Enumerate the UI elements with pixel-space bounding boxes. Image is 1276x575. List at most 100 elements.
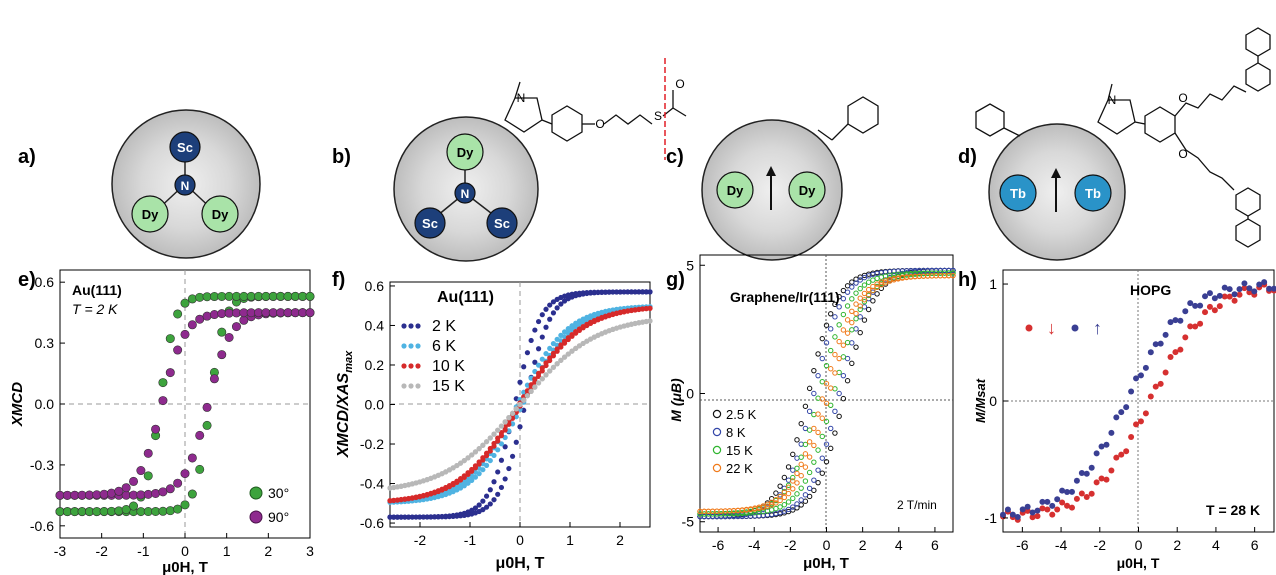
data-point: [121, 483, 131, 493]
data-point: [815, 479, 821, 486]
data-point: [621, 289, 627, 295]
data-point: [1192, 302, 1199, 309]
data-point: [1187, 300, 1194, 307]
data-point: [305, 291, 315, 301]
n-methyl-label: N: [1108, 93, 1117, 107]
data-point: [764, 501, 771, 508]
data-point: [1162, 331, 1169, 338]
data-point: [180, 298, 190, 308]
chart-f: -2 -1 0 1 2-0.6-0.4-0.20.00.20.40.6 Au(111) …: [335, 278, 653, 572]
data-point: [636, 289, 642, 295]
data-point: [398, 514, 404, 520]
y-tick-label: 0: [686, 386, 694, 402]
data-point: [865, 279, 872, 285]
legend: 2 K 6 K 10 K 15 K: [401, 318, 465, 395]
series-90: [55, 308, 315, 500]
data-point: [647, 289, 653, 295]
dy-atom-label: Dy: [727, 183, 744, 198]
data-point: [143, 489, 153, 499]
data-point: [1137, 418, 1144, 425]
data-point: [1068, 488, 1075, 495]
data-point: [950, 267, 956, 274]
data-point: [1088, 490, 1095, 497]
data-point: [828, 366, 834, 372]
data-point: [498, 423, 505, 429]
data-point: [828, 385, 834, 391]
legend-marker: [401, 383, 421, 389]
data-point: [532, 384, 538, 390]
data-point: [836, 293, 842, 300]
data-point: [202, 311, 212, 321]
x-tick-label: 1: [566, 532, 574, 548]
data-point: [647, 305, 653, 311]
y-tick-label: -1: [985, 510, 998, 526]
data-point: [1034, 513, 1041, 520]
data-point: [528, 382, 534, 388]
n-atom: [174, 174, 196, 196]
legend-label: 30°: [268, 485, 289, 501]
data-point: [815, 395, 821, 401]
data-point: [794, 480, 800, 486]
data-point: [565, 351, 571, 357]
data-point: [114, 486, 124, 496]
data-point: [543, 372, 549, 378]
data-point: [1236, 291, 1243, 298]
tb-atom: [1074, 174, 1112, 212]
data-point: [158, 378, 168, 388]
annotation-temperature: T = 2 K: [72, 301, 118, 317]
data-point: [1118, 451, 1125, 458]
data-point: [815, 447, 821, 453]
data-point: [1073, 477, 1080, 484]
data-point: [815, 467, 821, 473]
y-tick-label: 0.0: [35, 396, 55, 412]
sc-atom-label: Sc: [494, 216, 510, 231]
data-point: [849, 296, 855, 302]
x-tick-label: -3: [54, 543, 67, 559]
data-point: [528, 388, 534, 394]
data-point: [1029, 509, 1036, 516]
data-point: [1261, 279, 1268, 286]
data-point: [1073, 495, 1080, 502]
data-point: [547, 345, 553, 352]
data-point: [861, 304, 868, 310]
data-point: [1078, 469, 1085, 476]
n-atom: [454, 182, 476, 204]
data-point: [476, 459, 482, 465]
data-point: [476, 446, 482, 452]
x-tick-label: 2: [859, 537, 867, 553]
data-point: [819, 433, 825, 440]
data-point: [595, 289, 601, 295]
data-point: [180, 329, 190, 339]
data-point: [828, 311, 834, 317]
data-point: [798, 497, 804, 503]
data-point: [517, 379, 523, 385]
data-point: [613, 289, 620, 295]
data-point: [1093, 450, 1100, 457]
data-point: [558, 332, 564, 338]
data-point: [1049, 502, 1056, 509]
data-point: [472, 463, 479, 469]
x-tick-label: -2: [95, 543, 108, 559]
data-point: [121, 505, 131, 515]
n-methyl-label: N: [517, 91, 526, 105]
data-point: [606, 289, 612, 295]
data-point: [1147, 393, 1154, 400]
data-point: [539, 334, 545, 340]
x-axis-label: μ0H, T: [803, 555, 849, 572]
data-point: [554, 346, 560, 352]
data-point: [840, 295, 847, 302]
data-point: [1152, 383, 1159, 390]
x-tick-label: 6: [931, 537, 939, 553]
data-point: [554, 361, 560, 367]
x-tick-label: 0: [181, 543, 189, 559]
legend-marker: [712, 409, 722, 419]
data-point: [576, 290, 583, 296]
data-point: [550, 299, 557, 305]
legend-label: 2 K: [432, 318, 456, 335]
legend-marker: [249, 510, 263, 524]
data-point: [143, 448, 153, 458]
data-point: [558, 357, 564, 363]
oxygen-label: O: [595, 117, 604, 131]
data-point: [798, 502, 804, 508]
data-point: [806, 439, 813, 445]
